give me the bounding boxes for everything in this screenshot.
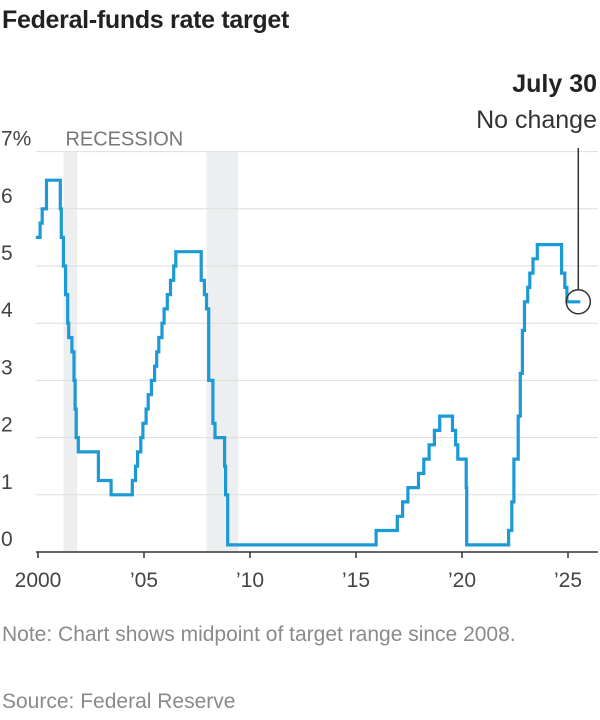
x-tick-label: ’25 [554, 569, 582, 592]
x-tick-label: ’10 [236, 569, 264, 592]
x-tick-label: ’20 [448, 569, 476, 592]
x-tick-label: ’15 [342, 569, 370, 592]
rate-series-line [35, 178, 581, 547]
y-tick-label: 2 [1, 414, 13, 437]
y-tick-label: 0 [1, 528, 13, 551]
x-tick-label: 2000 [15, 569, 62, 592]
chart-title: Federal-funds rate target [2, 6, 290, 34]
y-tick-label: 6 [1, 185, 13, 208]
annotation: July 30 No change [476, 70, 597, 315]
y-tick-label: 3 [1, 356, 13, 379]
recession-label: RECESSION [65, 129, 183, 151]
y-tick-label: 5 [1, 242, 13, 265]
chart-note: Note: Chart shows midpoint of target ran… [2, 623, 516, 646]
y-tick-label: 1 [1, 471, 13, 494]
y-tick-label: 4 [1, 299, 13, 322]
recession-bands: RECESSION [63, 129, 239, 552]
x-axis-ticks: 2000 ’05 ’10 ’15 ’20 ’25 [15, 551, 598, 592]
series-layer [35, 178, 581, 547]
gridlines [36, 151, 598, 496]
annotation-title: July 30 [512, 70, 597, 98]
chart-source: Source: Federal Reserve [2, 690, 236, 713]
y-tick-label: 7% [1, 128, 31, 151]
recession-band [206, 151, 239, 552]
annotation-text: No change [476, 106, 597, 134]
x-tick-label: ’05 [130, 569, 158, 592]
y-axis-ticks: 0 1 2 3 4 5 6 7% [1, 128, 31, 551]
